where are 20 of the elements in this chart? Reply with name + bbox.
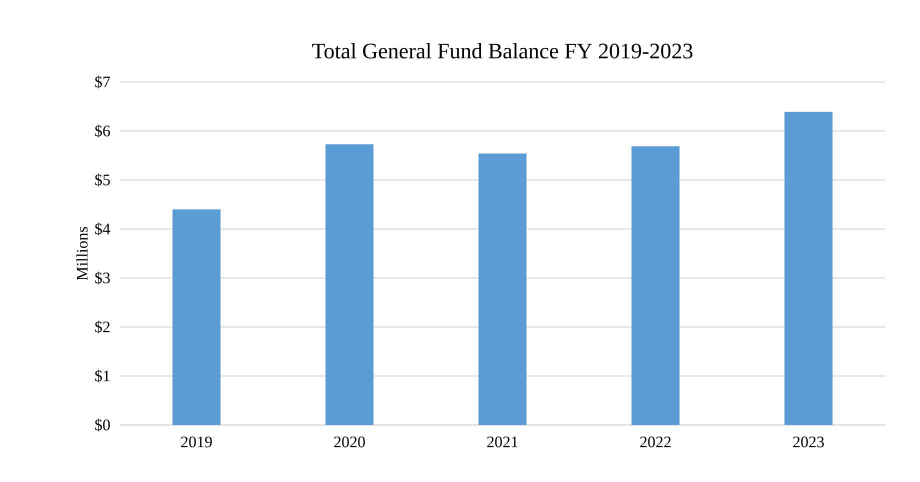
y-tick-label: $7 [95, 76, 110, 88]
y-tick-label: $5 [95, 174, 110, 186]
y-tick-label: $1 [95, 370, 110, 382]
bar [172, 209, 221, 425]
y-tick-label: $4 [95, 222, 110, 236]
y-tick-label: $6 [95, 124, 110, 138]
bar [326, 144, 374, 425]
x-tick-label: 2019 [181, 436, 212, 448]
bar [632, 146, 680, 425]
y-tick-label: $2 [95, 320, 110, 334]
y-tick-label: $3 [95, 272, 110, 284]
x-tick-label: 2021 [487, 436, 518, 448]
x-tick-label: 2023 [793, 436, 824, 448]
y-tick-label: $0 [95, 418, 110, 432]
x-tick-label: 2020 [334, 436, 365, 448]
x-tick-label: 2022 [640, 436, 671, 448]
bar [784, 112, 833, 425]
bar [478, 154, 527, 425]
chart-title: Total General Fund Balance FY 2019-2023 [312, 42, 692, 58]
y-axis-title: Millions [76, 226, 88, 280]
